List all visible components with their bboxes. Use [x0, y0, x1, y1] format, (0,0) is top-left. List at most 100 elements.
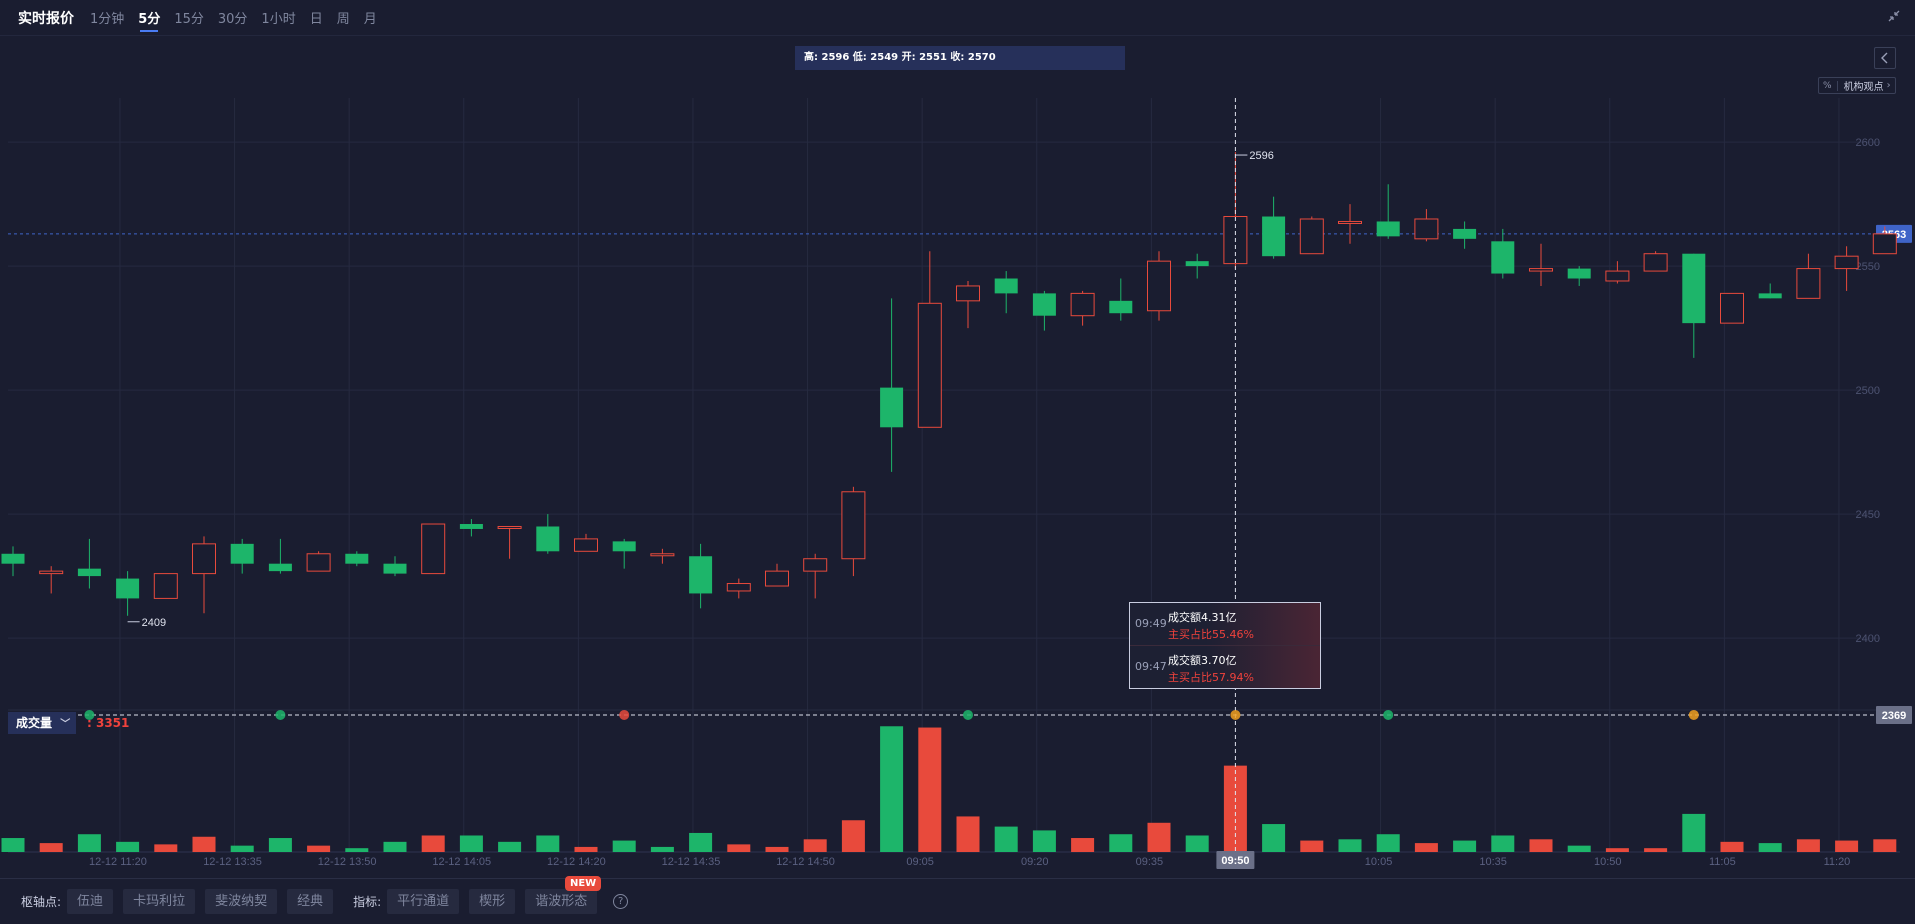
tooltip-buy-ratio: 主买占比57.94%: [1168, 671, 1254, 684]
event-marker-icon: [1383, 709, 1394, 720]
event-marker-icon: [1230, 709, 1241, 720]
candle-body: [497, 525, 522, 529]
x-tick-label: 11:20: [1824, 856, 1851, 868]
period-tab-1min[interactable]: 1分钟: [90, 12, 125, 27]
volume-bar: [841, 820, 865, 852]
tooltip-buy-ratio: 主买占比55.46%: [1168, 628, 1254, 641]
volume-bar: [192, 836, 216, 852]
x-tick-label: 12-12 14:20: [547, 856, 606, 868]
pivot-woodie-button[interactable]: 伍迪: [67, 889, 114, 914]
tooltip-amount: 成交额4.31亿: [1168, 611, 1237, 624]
period-tab-5min[interactable]: 5分: [138, 8, 160, 32]
volume-bar: [650, 846, 674, 852]
volume-bar: [1605, 848, 1629, 852]
candle-body: [1567, 268, 1591, 279]
period-tab-1hour[interactable]: 1小时: [261, 12, 296, 27]
harmonic-pattern-button[interactable]: 谐波形态 NEW: [525, 876, 602, 914]
y-tick-label: 2600: [1856, 137, 1880, 149]
volume-bar: [880, 726, 904, 852]
candle-body: [459, 524, 483, 529]
event-marker-icon: [275, 709, 286, 720]
candle-body: [1147, 260, 1171, 312]
candle-body: [765, 570, 789, 587]
volume-bar: [727, 844, 751, 852]
candle-body: [1070, 292, 1095, 317]
volume-bar: [268, 838, 292, 852]
volume-bar: [994, 826, 1018, 852]
help-icon[interactable]: ?: [613, 894, 629, 909]
volume-value: : 3351: [87, 716, 130, 730]
period-tab-week[interactable]: 周: [336, 12, 350, 27]
x-tick-label: 09:05: [906, 856, 934, 868]
volume-bar: [1720, 841, 1744, 852]
event-marker-icon: [963, 709, 973, 720]
candle-body: [1605, 270, 1630, 282]
volume-bar: [574, 846, 598, 852]
crosshair-price-tag: [1876, 705, 1912, 724]
volume-bar: [1453, 840, 1477, 852]
candle-body: [1185, 261, 1209, 267]
volume-bar: [1147, 822, 1171, 852]
chevron-right-icon: ›: [1886, 80, 1891, 91]
new-badge: NEW: [564, 876, 602, 891]
volume-bar: [1414, 843, 1438, 852]
volume-bar: [1491, 835, 1515, 852]
volume-bar: [230, 845, 254, 852]
volume-bar: [956, 816, 980, 852]
top-toolbar: 实时报价 1分钟 5分 15分 30分 1小时 日 周 月: [0, 0, 1915, 36]
volume-bar: [383, 841, 407, 852]
pivot-fibonacci-button[interactable]: 斐波纳契: [205, 889, 278, 914]
x-tick-label: 12-12 14:50: [776, 856, 835, 868]
y-tick-label: 2450: [1856, 509, 1880, 521]
candle-body: [1109, 300, 1133, 314]
volume-bar: [803, 839, 827, 852]
x-tick-label: 09:20: [1021, 856, 1049, 868]
volume-bar: [39, 843, 63, 852]
volume-bar: [1300, 840, 1324, 852]
volume-bar: [765, 846, 789, 852]
volume-indicator-select[interactable]: 成交量 ﹀: [8, 712, 76, 734]
volume-bar: [1758, 843, 1782, 852]
y-tick-label: 2500: [1856, 385, 1880, 397]
candle-body: [1376, 221, 1400, 237]
chevron-down-icon: ﹀: [60, 719, 71, 730]
wedge-button[interactable]: 楔形: [469, 889, 516, 914]
event-marker-icon: [1688, 709, 1699, 720]
volume-bar: [154, 844, 178, 852]
candle-body: [917, 302, 942, 428]
volume-bar: [1644, 848, 1668, 852]
pivot-classic-button[interactable]: 经典: [287, 889, 334, 914]
shrink-icon[interactable]: [1887, 10, 1901, 24]
volume-bar: [1873, 839, 1897, 852]
candle-body: [612, 541, 636, 552]
period-tab-30min[interactable]: 30分: [217, 12, 248, 27]
candle-body: [1453, 228, 1477, 239]
volume-bar: [918, 727, 942, 852]
volume-bar: [421, 835, 445, 852]
candlestick-chart[interactable]: 2400 2450 2500 2550 2600 12-12 11:20 12-12 13:…: [0, 0, 1915, 878]
period-tab-day[interactable]: 日: [309, 12, 323, 27]
volume-bar: [1796, 839, 1820, 852]
candle-body: [39, 570, 64, 575]
x-tick-label: 12-12 14:35: [662, 856, 721, 868]
candle-body: [268, 563, 292, 572]
volume-bar: [536, 835, 560, 852]
pivot-camarilla-button[interactable]: 卡玛利拉: [123, 889, 196, 914]
period-tab-month[interactable]: 月: [363, 12, 377, 27]
candle-body: [1299, 218, 1324, 255]
candle-body: [1682, 253, 1706, 324]
parallel-channel-button[interactable]: 平行通道: [387, 889, 460, 914]
volume-bar: [1262, 824, 1286, 852]
candle-body: [306, 553, 331, 572]
volume-bar: [1835, 840, 1859, 852]
period-tab-15min[interactable]: 15分: [174, 12, 204, 27]
volume-bar: [307, 845, 331, 852]
institution-view-button[interactable]: % 机构观点 ›: [1818, 77, 1896, 94]
volume-bar: [1032, 830, 1056, 852]
crosshair-time-tag: [1216, 851, 1255, 869]
volume-bar: [1567, 845, 1591, 852]
crosshair-time-label: 09:50: [1221, 855, 1249, 867]
candle-body: [1758, 293, 1782, 299]
collapse-panel-icon[interactable]: [1874, 47, 1896, 69]
tooltip-row: 09:47 成交额3.70亿 主买占比57.94%: [1130, 645, 1320, 687]
